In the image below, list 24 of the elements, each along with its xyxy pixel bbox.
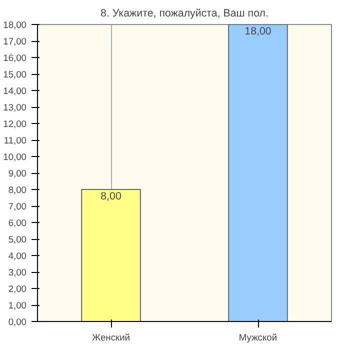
y-tick-label: 15,00 [3, 70, 26, 80]
y-tick-label: 8,00 [8, 185, 26, 195]
y-tick-label: 5,00 [8, 234, 26, 244]
y-tick-label: 18,00 [3, 20, 26, 30]
y-tick-label: 1,00 [8, 300, 26, 310]
y-tick-label: 2,00 [8, 284, 26, 294]
x-tick-label: Мужской [238, 332, 278, 342]
y-tick-label: 10,00 [3, 152, 26, 162]
y-tick-label: 7,00 [8, 202, 26, 212]
x-tick-label: Женский [92, 332, 130, 342]
y-tick-label: 12,00 [3, 119, 26, 129]
data-label: 18,00 [244, 26, 272, 38]
y-tick-label: 11,00 [4, 136, 27, 146]
y-tick-label: 4,00 [8, 251, 26, 261]
y-tick-label: 6,00 [8, 218, 26, 228]
y-tick-label: 17,00 [3, 36, 26, 46]
y-tick-label: 13,00 [3, 102, 26, 112]
y-tick-label: 9,00 [8, 168, 26, 178]
y-tick-label: 3,00 [8, 268, 26, 278]
y-tick-label: 0,00 [8, 317, 26, 327]
y-tick-label: 14,00 [3, 86, 26, 96]
y-tick-label: 16,00 [3, 53, 26, 63]
data-label: 8,00 [100, 190, 122, 202]
chart-title: 8. Укажите, пожалуйста, Ваш пол. [100, 8, 268, 20]
